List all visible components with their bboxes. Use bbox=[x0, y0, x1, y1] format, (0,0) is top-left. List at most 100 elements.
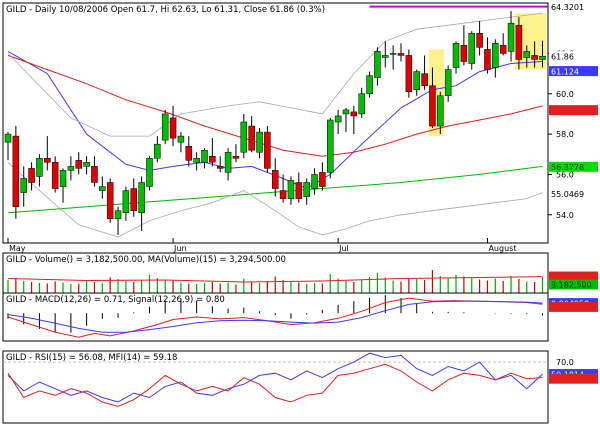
candle-body bbox=[531, 55, 538, 60]
candle-body bbox=[358, 93, 365, 115]
candle-body bbox=[209, 156, 216, 163]
price-right-label: 55.0469 bbox=[551, 190, 584, 199]
candle-body bbox=[20, 178, 27, 193]
price-plot-frame bbox=[2, 2, 549, 244]
date-tick-label: Jul bbox=[338, 244, 349, 253]
mfi-line bbox=[7, 352, 543, 403]
candle-body bbox=[279, 190, 287, 199]
candle-body bbox=[193, 158, 200, 163]
volume-bars bbox=[7, 270, 544, 293]
candle-body bbox=[476, 33, 483, 48]
price-right-label-bg bbox=[549, 1, 598, 12]
candle-body bbox=[122, 190, 130, 213]
candle-body bbox=[185, 145, 193, 161]
candle-body bbox=[91, 166, 98, 183]
candle-body bbox=[382, 55, 389, 58]
candle-body bbox=[75, 160, 82, 169]
candle-body bbox=[201, 149, 208, 163]
candle-body bbox=[138, 182, 145, 213]
candle-body bbox=[114, 210, 122, 220]
macd-right-label: 0.71 bbox=[551, 303, 569, 312]
rsi-tick-label: 70.0 bbox=[556, 358, 574, 367]
price-right-labels: 64.3201 61.86 61.124 59.1868 56.3778 55.0469 bbox=[549, 1, 598, 199]
date-tick-label: May bbox=[9, 244, 26, 253]
candle-body bbox=[492, 43, 499, 68]
price-tick-label: 54.0 bbox=[556, 211, 574, 220]
candle-body bbox=[271, 170, 279, 189]
candle-body bbox=[248, 125, 255, 151]
rsi-title: GILD - RSI(15) = 56.08, MFI(14) = 59.18 bbox=[6, 353, 177, 363]
candle-body bbox=[374, 51, 381, 78]
candle-body bbox=[4, 133, 12, 143]
candle-body bbox=[295, 182, 303, 199]
candle-body bbox=[523, 51, 531, 58]
chart-header: GILD - Daily 10/08/2006 Open 61.7, Hi 62… bbox=[6, 5, 325, 15]
price-right-label-bg bbox=[549, 161, 598, 172]
volume-right-label-bg bbox=[549, 271, 598, 282]
candle-body bbox=[240, 121, 248, 153]
macd-right-label-bg bbox=[549, 301, 598, 312]
candle-body bbox=[334, 115, 342, 123]
rsi-y-axis: 70.0 bbox=[556, 358, 574, 367]
candle-body bbox=[342, 109, 350, 115]
date-tick-label: August bbox=[488, 244, 516, 253]
candle-body bbox=[83, 162, 90, 167]
candlesticks bbox=[4, 11, 546, 235]
candle-body bbox=[44, 158, 51, 163]
candle-body bbox=[130, 188, 138, 211]
date-x-axis: May Jun Jul August bbox=[7, 238, 516, 253]
candle-body bbox=[452, 43, 460, 68]
volume-right-label: 3,294,500 bbox=[551, 273, 592, 282]
candle-body bbox=[36, 158, 43, 177]
volume-title: GILD - Volume() = 3,182,500.00, MA(Volum… bbox=[6, 255, 286, 265]
candle-body bbox=[224, 151, 232, 173]
price-right-label: 56.3778 bbox=[551, 163, 584, 172]
candle-body bbox=[515, 24, 523, 60]
rsi-right-label-bg bbox=[549, 373, 598, 384]
candle-body bbox=[303, 182, 310, 197]
overlay-line bbox=[7, 12, 543, 137]
candle-body bbox=[437, 95, 444, 127]
candle-body bbox=[460, 45, 468, 62]
candle-body bbox=[154, 143, 161, 159]
candle-body bbox=[413, 71, 420, 90]
overlay-line bbox=[7, 162, 543, 238]
rsi-right-labels: 59.181456.08 bbox=[549, 369, 598, 384]
rsi-panel: 70.0 59.181456.08 GILD - RSI(15) = 56.08… bbox=[2, 350, 598, 424]
candle-body bbox=[99, 186, 106, 191]
price-right-label: 61.124 bbox=[551, 67, 579, 76]
candle-body bbox=[311, 174, 318, 189]
candle-body bbox=[405, 55, 413, 92]
candle-body bbox=[216, 166, 224, 169]
candle-body bbox=[177, 135, 185, 143]
candle-body bbox=[366, 75, 373, 95]
macd-right-labels: 0.8049580.71 bbox=[549, 298, 598, 312]
price-right-label: 59.1868 bbox=[551, 106, 584, 115]
macd-panel: 0.8049580.71 GILD - MACD(12,26) = 0.71, … bbox=[2, 292, 598, 342]
volume-right-label-bg bbox=[549, 279, 598, 290]
price-tick-label: 60.0 bbox=[556, 90, 574, 99]
price-right-label-bg bbox=[549, 51, 598, 62]
candle-body bbox=[264, 131, 271, 169]
price-right-label-bg bbox=[549, 188, 598, 199]
candle-body bbox=[350, 111, 358, 117]
candle-body bbox=[161, 113, 169, 141]
rsi-right-label: 56.08 bbox=[551, 375, 574, 384]
candle-body bbox=[106, 182, 114, 220]
candle-body bbox=[327, 119, 334, 173]
price-right-label: 61.86 bbox=[551, 52, 574, 61]
candle-body bbox=[232, 156, 240, 159]
candle-body bbox=[28, 168, 35, 183]
candle-body bbox=[484, 49, 491, 70]
price-right-label: 64.3201 bbox=[551, 3, 584, 12]
candle-body bbox=[287, 180, 295, 199]
price-tick-label: 58.0 bbox=[556, 130, 574, 139]
candle-body bbox=[389, 53, 397, 55]
macd-lines bbox=[7, 297, 543, 338]
rsi-plot-frame bbox=[2, 350, 549, 424]
candle-body bbox=[12, 135, 20, 207]
signal-line bbox=[7, 300, 543, 333]
